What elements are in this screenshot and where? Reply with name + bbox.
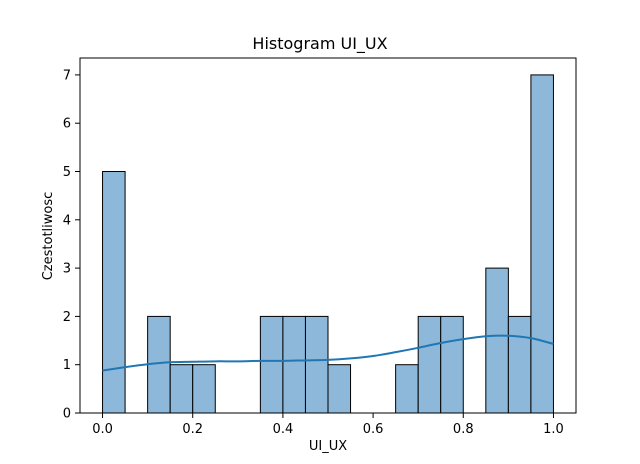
histogram-bar [259, 315, 284, 414]
histogram-bar [327, 364, 352, 414]
x-axis-label: UI_UX [309, 439, 347, 454]
histogram-bar [417, 315, 442, 414]
x-tick-label: 0.4 [273, 422, 294, 437]
histogram-bar [169, 364, 194, 414]
y-tick-label: 5 [63, 165, 71, 180]
x-axis-ticks: 0.0 0.2 0.4 0.6 0.8 1.0 [92, 413, 564, 437]
y-tick-label: 0 [63, 407, 71, 422]
kde-curve-group [102, 334, 554, 372]
y-axis-ticks: 0 1 2 3 4 5 6 7 [63, 68, 80, 422]
y-tick-label: 3 [63, 262, 71, 277]
histogram-bar [282, 315, 306, 414]
y-tick-label: 6 [63, 117, 71, 132]
histogram-bar [395, 364, 419, 414]
x-tick-label: 1.0 [543, 422, 564, 437]
x-tick-label: 0.6 [363, 422, 384, 437]
y-tick-label: 7 [63, 68, 71, 83]
x-tick-label: 0.8 [453, 422, 474, 437]
chart-title: Histogram UI_UX [252, 34, 387, 54]
y-tick-label: 4 [63, 213, 71, 228]
histogram-bar [440, 315, 464, 414]
x-tick-label: 0.2 [182, 422, 203, 437]
histogram-bars [102, 74, 554, 414]
histogram-bar [102, 171, 126, 414]
y-tick-label: 1 [63, 358, 71, 373]
histogram-bar [304, 315, 329, 414]
plot-area-frame [79, 57, 577, 414]
y-axis-label: Czestotliwosc [41, 192, 56, 281]
histogram-bar [530, 74, 554, 414]
x-tick-label: 0.0 [92, 422, 113, 437]
histogram-bar [192, 364, 216, 414]
histogram-bar [485, 267, 509, 414]
y-tick-label: 2 [63, 310, 71, 325]
kde-line [102, 334, 554, 372]
histogram-bar [507, 315, 532, 414]
